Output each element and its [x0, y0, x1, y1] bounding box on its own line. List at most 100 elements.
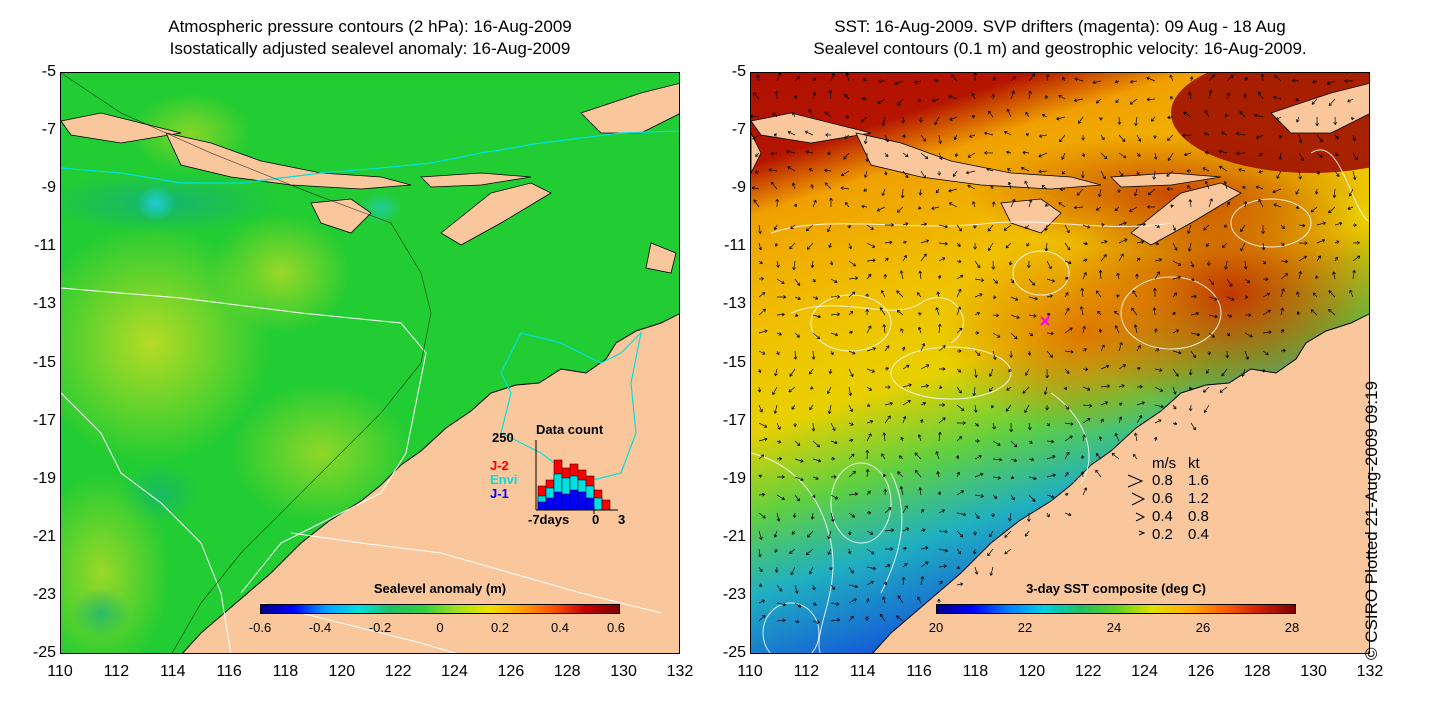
geostrophic-velocity-arrow: [758, 308, 766, 316]
geostrophic-velocity-arrow: [1078, 116, 1084, 124]
geostrophic-velocity-arrow: [758, 530, 763, 540]
geostrophic-velocity-arrow: [809, 404, 814, 411]
geostrophic-velocity-arrow: [1315, 116, 1319, 127]
geostrophic-velocity-arrow: [935, 307, 940, 316]
geostrophic-velocity-arrow: [866, 580, 874, 586]
geostrophic-velocity-arrow: [1064, 350, 1074, 354]
geostrophic-velocity-arrow: [863, 188, 868, 192]
geostrophic-velocity-arrow: [1172, 311, 1176, 316]
geostrophic-velocity-arrow: [883, 488, 888, 496]
svp-drifter-marker: [1040, 316, 1050, 326]
geostrophic-velocity-arrow: [848, 260, 857, 267]
geostrophic-velocity-arrow: [768, 168, 778, 172]
geostrophic-velocity-arrow: [972, 201, 976, 208]
geostrophic-velocity-arrow: [1136, 366, 1141, 371]
geostrophic-velocity-arrow: [956, 306, 961, 316]
x-tick-label: 120: [1018, 663, 1046, 680]
geostrophic-velocity-arrow: [1004, 530, 1012, 538]
geostrophic-velocity-arrow: [866, 598, 870, 604]
geostrophic-velocity-arrow: [1118, 416, 1123, 424]
geostrophic-velocity-arrow: [881, 453, 886, 460]
geostrophic-velocity-arrow: [1352, 255, 1361, 262]
geostrophic-velocity-arrow: [956, 404, 965, 412]
geostrophic-velocity-arrow: [758, 437, 768, 442]
geostrophic-velocity-arrow: [774, 368, 778, 377]
geostrophic-velocity-arrow: [884, 366, 889, 371]
geostrophic-velocity-arrow: [812, 199, 817, 208]
geostrophic-velocity-arrow: [901, 576, 906, 586]
geostrophic-velocity-arrow: [938, 564, 947, 568]
y-tick-label: -7: [41, 121, 56, 139]
geostrophic-velocity-arrow: [1262, 330, 1272, 334]
x-tick-label: 128: [553, 663, 581, 680]
geostrophic-velocity-arrow: [776, 618, 786, 623]
geostrophic-velocity-arrow: [1205, 368, 1210, 374]
vel-row-0-ms: 0.8: [1152, 472, 1173, 489]
geostrophic-velocity-arrow: [1347, 206, 1354, 210]
geostrophic-velocity-arrow: [1147, 188, 1156, 196]
geostrophic-velocity-arrow: [974, 422, 979, 427]
geostrophic-velocity-arrow: [1152, 170, 1156, 180]
geostrophic-velocity-arrow: [974, 293, 983, 298]
geostrophic-velocity-arrow: [1118, 253, 1124, 262]
geostrophic-velocity-arrow: [1097, 188, 1102, 198]
geostrophic-velocity-arrow: [1004, 130, 1012, 136]
data-count-xzero: 0: [592, 512, 600, 527]
geostrophic-velocity-arrow: [1154, 224, 1160, 228]
geostrophic-velocity-arrow: [1080, 471, 1085, 478]
geostrophic-velocity-arrow: [920, 253, 927, 262]
geostrophic-velocity-arrow: [827, 386, 832, 394]
geostrophic-velocity-arrow: [862, 78, 868, 82]
geostrophic-velocity-arrow: [1167, 152, 1174, 161]
geostrophic-velocity-arrow: [948, 202, 958, 208]
geostrophic-velocity-arrow: [898, 455, 904, 460]
geostrophic-velocity-arrow: [1064, 368, 1070, 374]
geostrophic-velocity-arrow: [1272, 95, 1282, 100]
y-tick-label: -5: [41, 63, 56, 80]
y-tick-label: -13: [722, 295, 746, 313]
geostrophic-velocity-arrow: [1235, 132, 1246, 136]
geostrophic-velocity-arrow: [810, 512, 815, 520]
geostrophic-velocity-arrow: [1097, 310, 1102, 316]
geostrophic-velocity-arrow: [830, 618, 841, 622]
geostrophic-velocity-arrow: [812, 314, 821, 319]
geostrophic-velocity-arrow: [973, 530, 977, 536]
geostrophic-velocity-arrow: [772, 386, 778, 395]
geostrophic-velocity-arrow: [1154, 348, 1160, 352]
left-cb-tick-2: -0.2: [368, 620, 392, 635]
geostrophic-velocity-arrow: [1046, 455, 1056, 460]
geostrophic-velocity-arrow: [776, 475, 785, 479]
geostrophic-velocity-arrow: [967, 152, 976, 158]
y-tick-label: -23: [722, 585, 746, 603]
geostrophic-velocity-arrow: [1006, 150, 1012, 155]
geostrophic-velocity-arrow: [829, 197, 833, 208]
geostrophic-velocity-arrow: [879, 613, 886, 622]
geostrophic-velocity-arrow: [1225, 350, 1230, 359]
geostrophic-velocity-arrow: [1044, 95, 1049, 100]
geostrophic-velocity-arrow: [1244, 278, 1251, 284]
geostrophic-velocity-arrow: [974, 472, 984, 478]
geostrophic-velocity-arrow: [809, 368, 814, 375]
geostrophic-velocity-arrow: [902, 400, 911, 406]
geostrophic-velocity-arrow: [1203, 132, 1210, 136]
geostrophic-velocity-arrow: [938, 152, 943, 160]
geostrophic-velocity-arrow: [884, 401, 893, 406]
geostrophic-velocity-arrow: [1025, 132, 1030, 137]
geostrophic-velocity-arrow: [1352, 223, 1357, 227]
geostrophic-velocity-arrow: [937, 323, 942, 334]
geostrophic-velocity-arrow: [1046, 260, 1052, 270]
x-tick-label: 118: [962, 663, 989, 680]
geostrophic-velocity-arrow: [1172, 292, 1178, 298]
geostrophic-velocity-arrow: [920, 152, 929, 160]
geostrophic-velocity-arrow: [884, 134, 889, 143]
geostrophic-velocity-arrow: [1082, 348, 1087, 352]
geostrophic-velocity-arrow: [1064, 307, 1070, 316]
geostrophic-velocity-arrow: [1147, 205, 1156, 209]
geostrophic-velocity-arrow: [848, 512, 856, 518]
geostrophic-velocity-arrow: [1310, 206, 1318, 213]
geostrophic-velocity-arrow: [1190, 350, 1197, 359]
geostrophic-velocity-arrow: [1136, 257, 1141, 262]
geostrophic-velocity-arrow: [789, 242, 796, 250]
geostrophic-velocity-arrow: [1226, 314, 1233, 318]
geostrophic-velocity-arrow: [866, 548, 875, 555]
